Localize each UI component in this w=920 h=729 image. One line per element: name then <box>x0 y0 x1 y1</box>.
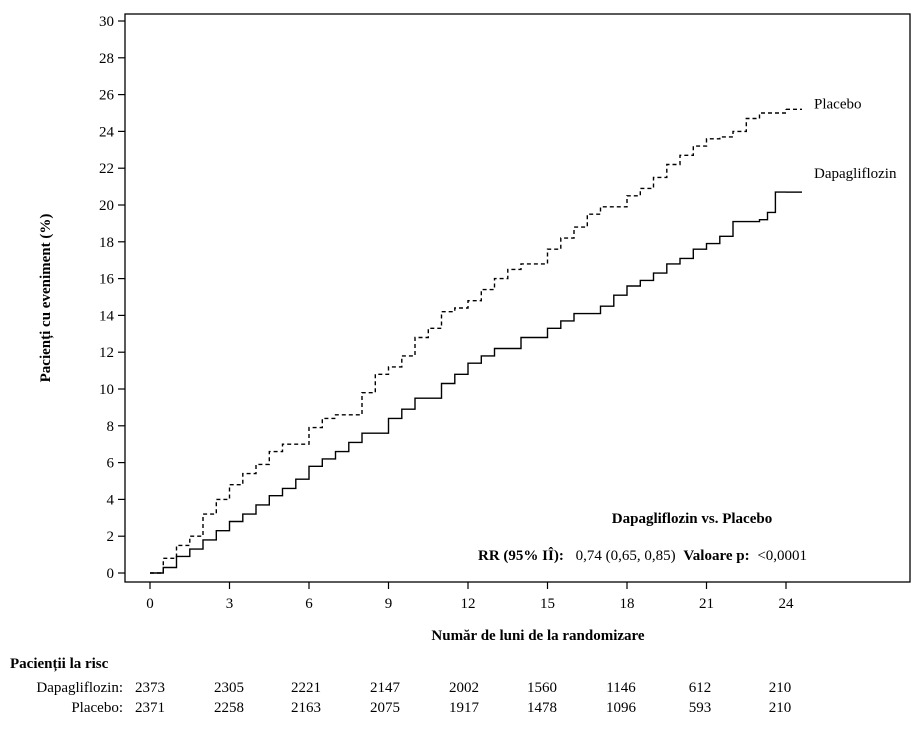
y-tick-label-20: 20 <box>99 198 114 214</box>
risk-cell: 1917 <box>449 700 480 716</box>
y-tick-label-30: 30 <box>99 14 114 30</box>
x-tick-label-15: 15 <box>540 596 555 612</box>
y-tick-label-28: 28 <box>99 51 114 67</box>
x-tick-label-18: 18 <box>620 596 635 612</box>
comparison-title: Dapagliflozin vs. Placebo <box>612 511 772 527</box>
risk-row-label: Placebo: <box>71 700 123 716</box>
y-tick-label-4: 4 <box>107 492 115 508</box>
rr-value: 0,74 (0,65, 0,85) <box>576 548 676 564</box>
y-tick-label-26: 26 <box>99 88 115 104</box>
risk-cell: 210 <box>769 700 792 716</box>
p-value: <0,0001 <box>757 548 807 564</box>
risk-cell: 2075 <box>370 700 400 716</box>
series-layer: Placebo Dapagliflozin <box>150 96 897 574</box>
risk-table-title: Pacienții la risc <box>10 656 109 672</box>
x-tick-label-21: 21 <box>699 596 714 612</box>
risk-cell: 2305 <box>214 680 244 696</box>
risk-cell: 2147 <box>370 680 401 696</box>
series-line-dapagliflozin <box>150 191 786 574</box>
risk-row-label: Dapagliflozin: <box>36 680 123 696</box>
risk-cell: 612 <box>689 680 712 696</box>
risk-cell: 2371 <box>135 700 165 716</box>
y-tick-label-18: 18 <box>99 235 114 251</box>
y-tick-label-0: 0 <box>107 566 115 582</box>
x-tick-label-3: 3 <box>226 596 234 612</box>
y-tick-label-10: 10 <box>99 382 114 398</box>
risk-cell: 593 <box>689 700 712 716</box>
plot-frame <box>124 13 911 583</box>
x-axis-title: Număr de luni de la randomizare <box>431 628 645 644</box>
y-tick-label-2: 2 <box>107 529 115 545</box>
risk-cell: 1560 <box>527 680 557 696</box>
x-tick-label-9: 9 <box>385 596 393 612</box>
risk-table: Pacienții la risc Dapagliflozin: 2373 2305… <box>10 656 791 716</box>
y-tick-label-22: 22 <box>99 161 114 177</box>
x-axis: 0 3 6 9 12 15 18 21 24 <box>146 582 794 612</box>
risk-cell: 1478 <box>527 700 557 716</box>
risk-cell: 1146 <box>606 680 636 696</box>
series-line-placebo <box>150 109 787 574</box>
series-label-dapagliflozin: Dapagliflozin <box>814 166 897 182</box>
x-tick-label-6: 6 <box>305 596 313 612</box>
rr-label: RR (95% IÎ): <box>478 547 564 564</box>
risk-cell: 1096 <box>606 700 637 716</box>
x-tick-label-12: 12 <box>461 596 476 612</box>
risk-cell: 210 <box>769 680 792 696</box>
y-tick-label-12: 12 <box>99 345 114 361</box>
y-tick-label-16: 16 <box>99 272 115 288</box>
hazard-ratio-line: RR (95% IÎ): 0,74 (0,65, 0,85) Valoare p… <box>478 547 807 564</box>
risk-cell: 2163 <box>291 700 321 716</box>
series-label-placebo: Placebo <box>814 96 861 112</box>
y-tick-label-14: 14 <box>99 308 115 324</box>
y-tick-label-24: 24 <box>99 124 115 140</box>
comparison-annotation: Dapagliflozin vs. Placebo RR (95% IÎ): 0… <box>478 511 807 564</box>
x-tick-label-24: 24 <box>779 596 795 612</box>
y-axis-title: Pacienți cu eveniment (%) <box>38 214 54 383</box>
risk-cell: 2002 <box>449 680 479 696</box>
risk-cell: 2221 <box>291 680 321 696</box>
p-label: Valoare p: <box>683 548 749 564</box>
x-tick-label-0: 0 <box>146 596 154 612</box>
risk-cell: 2373 <box>135 680 165 696</box>
y-tick-label-8: 8 <box>107 419 115 435</box>
risk-cell: 2258 <box>214 700 244 716</box>
y-tick-label-6: 6 <box>107 456 115 472</box>
